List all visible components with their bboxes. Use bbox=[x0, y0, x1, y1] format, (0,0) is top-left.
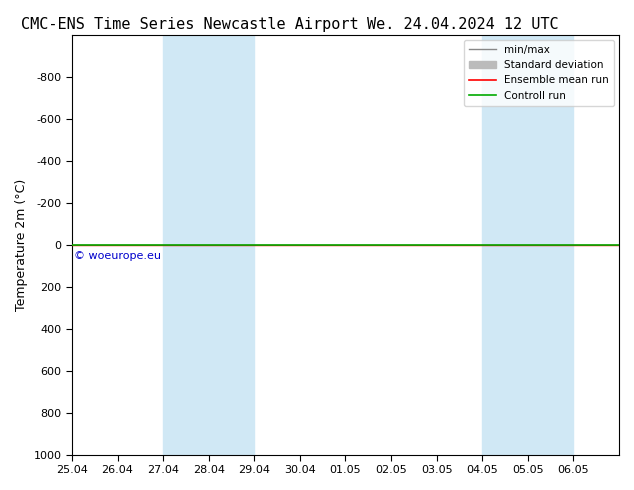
Y-axis label: Temperature 2m (°C): Temperature 2m (°C) bbox=[15, 178, 28, 311]
Bar bbox=[482, 35, 573, 455]
Text: We. 24.04.2024 12 UTC: We. 24.04.2024 12 UTC bbox=[367, 17, 559, 32]
Text: CMC-ENS Time Series Newcastle Airport: CMC-ENS Time Series Newcastle Airport bbox=[22, 17, 359, 32]
Legend: min/max, Standard deviation, Ensemble mean run, Controll run: min/max, Standard deviation, Ensemble me… bbox=[464, 40, 614, 106]
Text: © woeurope.eu: © woeurope.eu bbox=[74, 251, 161, 261]
Bar bbox=[163, 35, 254, 455]
